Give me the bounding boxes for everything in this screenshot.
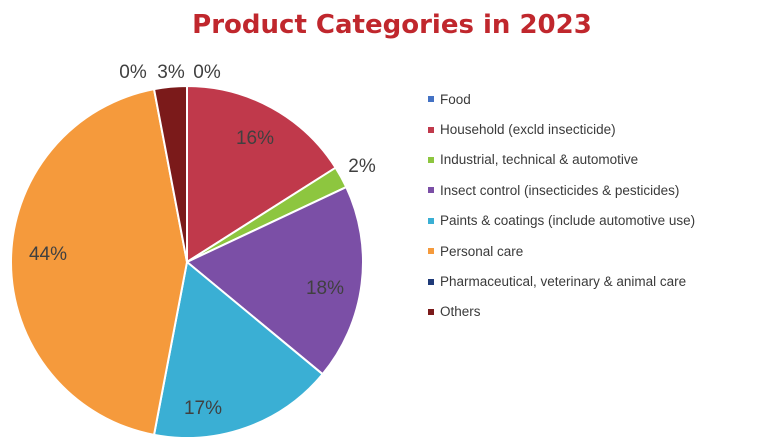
slice-label-food: 0% — [119, 62, 147, 83]
pie-slices — [10, 84, 364, 437]
slice-label-personal-care: 44% — [29, 244, 67, 265]
legend-item-personal-care: Personal care — [428, 236, 695, 266]
legend-label: Paints & coatings (include automotive us… — [440, 213, 696, 229]
legend-label: Others — [440, 304, 481, 320]
slice-label-insect-control-insecticides-pesticides: 18% — [306, 278, 344, 299]
legend-swatch — [428, 308, 434, 315]
legend-item-pharmaceutical-veterinary-animal-care: Pharmaceutical, veterinary & animal care — [428, 266, 695, 296]
slice-insect-control-insecticides-pesticides — [185, 185, 364, 376]
legend-label: Pharmaceutical, veterinary & animal care — [440, 274, 687, 290]
slice-personal-care — [10, 87, 189, 437]
slice-label-others: 3% — [157, 62, 185, 83]
legend-item-others: Others — [428, 297, 695, 327]
slice-labels: 0% 16% 2% 18% 17% 44% 0% 3% — [29, 62, 376, 419]
legend: Food Household (excld insecticide) Industr… — [428, 84, 695, 327]
legend-label: Industrial, technical & automotive — [440, 152, 639, 168]
legend-item-food: Food — [428, 84, 695, 114]
legend-swatch — [428, 217, 434, 224]
slice-label-industrial-technical-automotive: 2% — [348, 156, 376, 177]
slice-label-household-excld-insecticide: 16% — [236, 128, 274, 149]
slice-others — [152, 84, 188, 263]
legend-swatch — [428, 248, 434, 255]
legend-swatch — [428, 278, 434, 285]
legend-item-industrial-technical-automotive: Industrial, technical & automotive — [428, 145, 695, 175]
legend-swatch — [428, 126, 434, 133]
legend-swatch — [428, 156, 434, 163]
legend-swatch — [428, 96, 434, 103]
legend-label: Food — [440, 91, 471, 107]
legend-item-insect-control-insecticides-pesticides: Insect control (insecticides & pesticide… — [428, 175, 695, 205]
slice-household-excld-insecticide — [186, 84, 337, 264]
legend-label: Household (excld insecticide) — [440, 122, 616, 138]
slice-label-pharmaceutical-veterinary-animal-care: 0% — [193, 62, 221, 83]
legend-item-household-excld-insecticide: Household (excld insecticide) — [428, 114, 695, 144]
slice-label-paints-coatings-include-automotive-use: 17% — [184, 398, 222, 419]
legend-label: Insect control (insecticides & pesticide… — [440, 182, 680, 198]
legend-swatch — [428, 187, 434, 194]
legend-label: Personal care — [440, 243, 524, 259]
legend-item-paints-coatings-include-automotive-use: Paints & coatings (include automotive us… — [428, 206, 695, 236]
slice-paints-coatings-include-automotive-use — [152, 260, 325, 437]
chart-title: Product Categories in 2023 — [192, 10, 592, 40]
